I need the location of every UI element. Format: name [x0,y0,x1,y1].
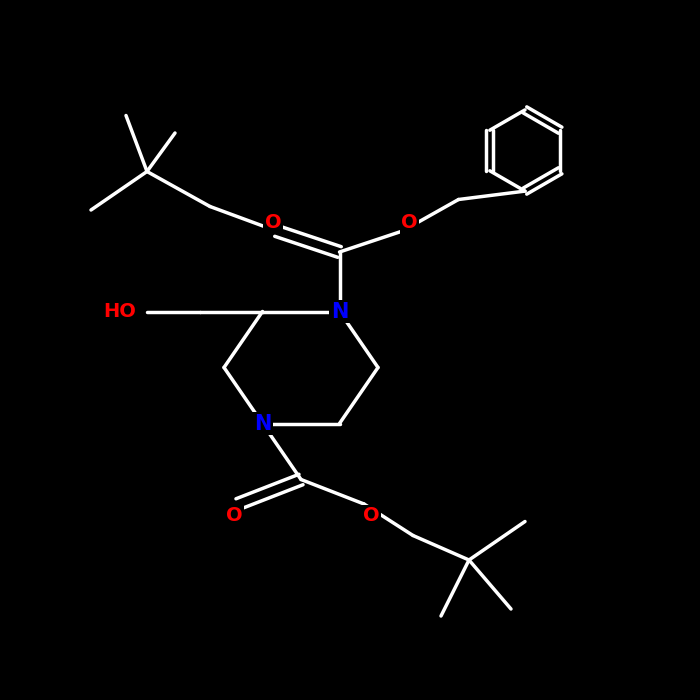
Text: O: O [265,213,281,232]
Text: O: O [401,213,418,232]
Text: HO: HO [104,302,136,321]
Text: O: O [363,506,379,526]
Text: N: N [254,414,271,433]
Text: O: O [226,506,243,526]
Text: N: N [331,302,348,321]
